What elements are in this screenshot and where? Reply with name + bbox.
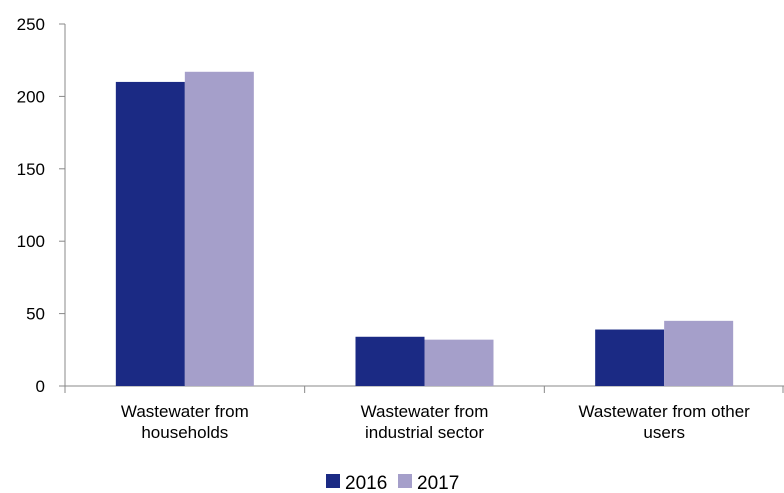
x-axis: [64, 385, 784, 393]
x-tick-label: Wastewater from other users: [579, 402, 751, 442]
legend: 2016 2017: [326, 473, 459, 493]
legend-swatch-2016: [326, 474, 340, 488]
x-tick-label: Wastewater from industrial sector: [361, 402, 489, 442]
bar-2017: [664, 320, 734, 386]
x-tick-label-line: Wastewater from: [361, 402, 489, 421]
y-axis: 0 50 100 150 200 250: [17, 15, 66, 396]
x-tick-label-line: users: [643, 423, 685, 442]
legend-label: 2016: [345, 473, 387, 493]
bar-2016: [355, 336, 425, 386]
y-tick-label: 50: [26, 305, 45, 324]
y-tick-label: 200: [17, 87, 45, 106]
x-tick-label-line: Wastewater from: [121, 402, 249, 421]
y-tick-label: 250: [17, 15, 45, 34]
bars: [115, 71, 734, 387]
y-tick-label: 100: [17, 232, 45, 251]
x-tick-label: Wastewater from households: [121, 402, 249, 442]
x-tick-label-line: industrial sector: [365, 423, 484, 442]
bar-2017: [424, 339, 494, 386]
bar-2016: [595, 329, 665, 386]
legend-swatch-2017: [398, 474, 412, 488]
y-tick-label: 0: [36, 377, 45, 396]
x-tick-label-line: Wastewater from other: [579, 402, 751, 421]
bar-2016: [115, 81, 185, 387]
bar-2017: [184, 71, 254, 386]
x-tick-label-line: households: [141, 423, 228, 442]
legend-label: 2017: [417, 473, 459, 493]
y-tick-label: 150: [17, 160, 45, 179]
